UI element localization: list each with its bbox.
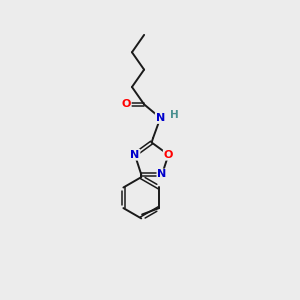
Text: N: N xyxy=(158,169,166,179)
Text: H: H xyxy=(170,110,178,120)
Text: N: N xyxy=(156,113,165,123)
Text: N: N xyxy=(130,150,140,160)
Text: O: O xyxy=(122,99,131,110)
Text: O: O xyxy=(164,150,173,160)
